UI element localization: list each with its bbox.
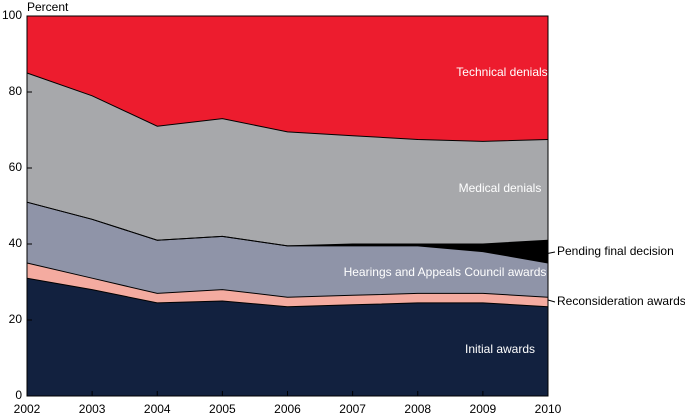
x-tick-label: 2006 bbox=[274, 402, 301, 416]
area bbox=[27, 202, 548, 298]
area bbox=[27, 263, 548, 307]
x-tick-label: 2003 bbox=[79, 402, 106, 416]
x-tick-label: 2008 bbox=[404, 402, 431, 416]
y-axis-label: Percent bbox=[27, 0, 69, 14]
x-tick-label: 2002 bbox=[14, 402, 41, 416]
y-tick-label: 20 bbox=[9, 312, 23, 326]
x-tick-label: 2004 bbox=[144, 402, 171, 416]
area bbox=[27, 278, 548, 396]
y-tick-label: 60 bbox=[9, 160, 23, 174]
leader-line bbox=[544, 251, 556, 255]
series-label: Hearings and Appeals Council awards bbox=[344, 265, 547, 279]
series-label: Pending final decision bbox=[557, 244, 674, 258]
y-tick-label: 80 bbox=[9, 84, 23, 98]
y-tick-label: 100 bbox=[2, 8, 22, 22]
x-tick-label: 2007 bbox=[339, 402, 366, 416]
area bbox=[27, 16, 548, 142]
series-label: Medical denials bbox=[459, 181, 542, 195]
leader-line bbox=[547, 299, 556, 303]
area-edge bbox=[26, 262, 549, 298]
series-label: Reconsideration awards bbox=[557, 294, 685, 308]
area bbox=[27, 73, 548, 246]
y-tick-label: 40 bbox=[9, 236, 23, 250]
x-tick-label: 2005 bbox=[209, 402, 236, 416]
area-edge bbox=[26, 277, 549, 308]
x-tick-label: 2009 bbox=[470, 402, 497, 416]
area-edge bbox=[26, 201, 549, 247]
y-tick-label: 0 bbox=[15, 388, 22, 402]
area-edge bbox=[26, 72, 549, 142]
series-label: Initial awards bbox=[465, 342, 535, 356]
series-label: Technical denials bbox=[456, 65, 547, 79]
x-tick-label: 2010 bbox=[535, 402, 562, 416]
